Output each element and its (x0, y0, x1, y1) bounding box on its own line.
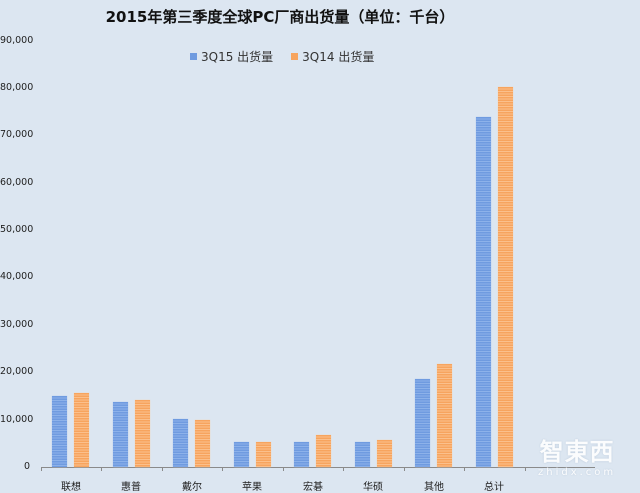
x-tick (464, 467, 465, 471)
x-tick (222, 467, 223, 471)
legend-swatch-blue-icon (190, 53, 197, 60)
legend-label: 3Q15 出货量 (201, 50, 274, 64)
x-label: 宏碁 (303, 482, 323, 493)
watermark-text-en: zhidx.com (538, 467, 617, 478)
y-tick: 80,000 (0, 82, 34, 93)
bar-3q14 (316, 434, 331, 467)
bar-3q15 (52, 395, 67, 467)
x-label: 联想 (61, 482, 81, 493)
legend-item-3q15: 3Q15 出货量 (190, 48, 273, 65)
y-tick: 90,000 (0, 35, 34, 46)
y-tick: 20,000 (0, 366, 34, 377)
y-tick: 70,000 (0, 129, 34, 140)
bar-3q14 (195, 420, 210, 467)
x-label: 华硕 (363, 482, 383, 493)
x-tick (343, 467, 344, 471)
y-tick: 60,000 (0, 177, 34, 188)
legend-label: 3Q14 出货量 (302, 50, 375, 64)
watermark-text-cn: 智東西 (539, 438, 615, 466)
chart-title: 2015年第三季度全球PC厂商出货量（单位：千台） (105, 8, 455, 26)
x-label: 其他 (424, 482, 444, 493)
bar-3q15 (173, 419, 188, 467)
bar-3q14 (134, 400, 150, 467)
watermark-logo: 智東西 zhidx.com (538, 432, 616, 478)
x-axis-line (41, 467, 595, 468)
bar-3q14 (74, 393, 89, 467)
bar-3q15 (415, 378, 430, 467)
x-tick (404, 467, 405, 471)
x-tick (525, 467, 526, 471)
bar-3q15 (233, 441, 249, 467)
legend: 3Q15 出货量 3Q14 出货量 (190, 48, 374, 65)
x-tick (162, 467, 163, 471)
x-label: 苹果 (242, 482, 262, 493)
bar-3q14 (497, 87, 513, 467)
bar-3q15 (294, 441, 309, 467)
y-tick: 0 (23, 461, 30, 472)
bar-3q15 (112, 402, 128, 467)
y-tick: 10,000 (0, 414, 34, 425)
y-tick: 30,000 (0, 319, 34, 330)
bar-3q14 (376, 439, 392, 467)
x-label: 总计 (484, 482, 504, 493)
x-label: 惠普 (121, 482, 141, 493)
x-tick (283, 467, 284, 471)
bar-3q14 (255, 441, 271, 467)
x-tick (101, 467, 102, 471)
y-tick: 40,000 (0, 271, 34, 282)
legend-swatch-orange-icon (291, 53, 299, 60)
bar-3q15 (354, 442, 370, 467)
bar-3q15 (475, 116, 491, 467)
bar-3q14 (437, 364, 452, 467)
y-tick: 50,000 (0, 224, 34, 235)
x-label: 戴尔 (182, 482, 202, 493)
x-tick (41, 467, 42, 471)
legend-item-3q14: 3Q14 出货量 (291, 48, 374, 65)
